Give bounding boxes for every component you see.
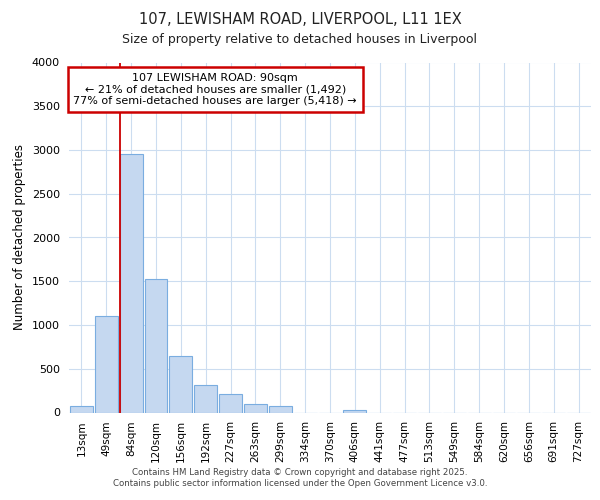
Bar xyxy=(219,394,242,412)
Bar xyxy=(269,406,292,412)
Text: 107, LEWISHAM ROAD, LIVERPOOL, L11 1EX: 107, LEWISHAM ROAD, LIVERPOOL, L11 1EX xyxy=(139,12,461,28)
Bar xyxy=(145,279,167,412)
Text: 107 LEWISHAM ROAD: 90sqm
← 21% of detached houses are smaller (1,492)
77% of sem: 107 LEWISHAM ROAD: 90sqm ← 21% of detach… xyxy=(73,73,357,106)
Bar xyxy=(70,406,93,412)
Bar xyxy=(95,316,118,412)
Y-axis label: Number of detached properties: Number of detached properties xyxy=(13,144,26,330)
Bar xyxy=(343,410,366,412)
Text: Size of property relative to detached houses in Liverpool: Size of property relative to detached ho… xyxy=(122,32,478,46)
Bar xyxy=(194,384,217,412)
Text: Contains HM Land Registry data © Crown copyright and database right 2025.
Contai: Contains HM Land Registry data © Crown c… xyxy=(113,468,487,487)
Bar xyxy=(120,154,143,412)
Bar xyxy=(244,404,267,412)
Bar xyxy=(169,356,192,412)
